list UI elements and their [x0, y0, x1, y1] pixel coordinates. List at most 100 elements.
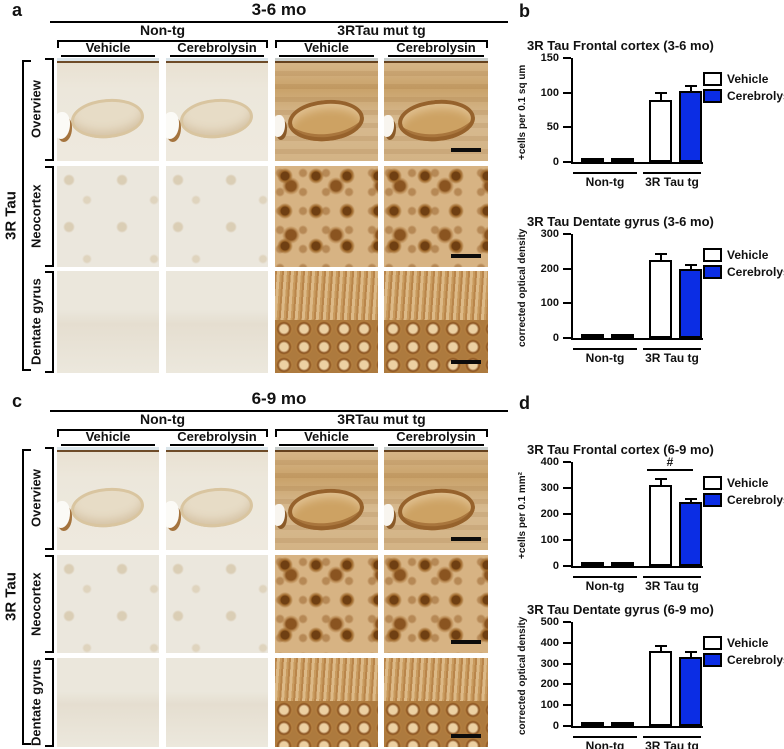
y-tick-label: 400 [540, 456, 559, 468]
x-category-tg: 3R Tau tg [643, 576, 701, 593]
bar-tg-cerebrolysin [679, 269, 702, 338]
panel-a-group-tg: 3RTau mut tg [337, 22, 426, 38]
micrograph-overview-nontg-vehicle [57, 447, 159, 550]
bar-tg-cerebrolysin [679, 502, 702, 566]
bar-nontg-cerebrolysin [611, 562, 634, 566]
y-tick-label: 400 [540, 636, 559, 649]
col-underline [279, 444, 374, 446]
x-category-nontg: Non-tg [573, 172, 637, 189]
col-underline [61, 444, 155, 446]
chart-dentate-gyrus-3-6mo: 3R Tau Dentate gyrus (3-6 mo) corrected … [515, 214, 784, 390]
y-tick [563, 57, 571, 59]
panel-a-col-cerebrolysin-1: Cerebrolysin [177, 40, 257, 55]
y-tick-label: 100 [540, 699, 559, 712]
legend-swatch-cerebrolysin [703, 89, 722, 103]
legend-swatch-vehicle [703, 636, 722, 650]
y-tick-label: 200 [540, 262, 559, 275]
legend-swatch-cerebrolysin [703, 653, 722, 667]
bar-tg-cerebrolysin [679, 91, 702, 162]
row-bracket [44, 58, 54, 161]
panel-label-d: d [519, 393, 530, 413]
panel-label-a: a [12, 0, 23, 20]
micrograph-overview-tg-vehicle [275, 447, 378, 550]
bar-nontg-cerebrolysin [611, 721, 634, 726]
col-underline [388, 55, 484, 57]
y-tick [563, 513, 571, 515]
scale-bar [451, 360, 481, 364]
panel-a-col-cerebrolysin-2: Cerebrolysin [396, 40, 476, 55]
micrograph-dentate-tg-vehicle [275, 271, 378, 373]
panel-a-side-bracket [22, 60, 32, 371]
y-tick [563, 621, 571, 623]
micrograph-overview-nontg-cerebrolysin [166, 58, 268, 161]
chart-title: 3R Tau Dentate gyrus (3-6 mo) [527, 214, 714, 229]
y-tick [563, 539, 571, 541]
bar-nontg-cerebrolysin [611, 158, 634, 162]
panel-c-title-underline [50, 410, 508, 412]
panel-a-group-nontg: Non-tg [139, 22, 186, 38]
bar-nontg-vehicle [581, 158, 604, 162]
micrograph-dentate-tg-cerebrolysin [384, 658, 488, 747]
micrograph-overview-tg-cerebrolysin [384, 447, 488, 550]
panel-c-bracket-nontg [57, 429, 268, 439]
y-tick [563, 126, 571, 129]
y-tick-label: 100 [540, 86, 559, 99]
micrograph-overview-nontg-cerebrolysin [166, 447, 268, 550]
x-category-tg: 3R Tau tg [643, 172, 701, 189]
error-bar [659, 255, 662, 261]
panel-c-col-cerebrolysin-2: Cerebrolysin [396, 429, 476, 444]
legend-entry-vehicle: Vehicle [703, 248, 784, 262]
y-tick-label: 300 [540, 228, 559, 240]
y-tick [563, 704, 571, 707]
panel-a-col-vehicle-2: Vehicle [304, 40, 349, 55]
error-bar-cap [654, 92, 667, 95]
panel-c-bracket-tg [275, 429, 488, 439]
x-category-tg: 3R Tau tg [643, 736, 701, 749]
panel-a-row-neocortex: Neocortex [28, 184, 44, 249]
y-tick [563, 91, 571, 94]
x-category-tg: 3R Tau tg [643, 348, 701, 365]
y-tick [563, 641, 571, 644]
y-tick-label: 300 [540, 657, 559, 670]
panel-c-age-title: 6-9 mo [251, 389, 307, 408]
micrograph-neocortex-nontg-cerebrolysin [166, 555, 268, 653]
row-bracket [44, 555, 54, 653]
legend-entry-cerebrolysin: Cerebrolysin [703, 265, 784, 279]
col-underline [279, 55, 374, 57]
chart-dentate-gyrus-6-9mo: 3R Tau Dentate gyrus (6-9 mo) corrected … [515, 602, 784, 749]
legend-entry-cerebrolysin: Cerebrolysin [703, 89, 784, 103]
plot-area: 0 100 200 300 400 # [541, 456, 703, 572]
legend-entry-vehicle: Vehicle [703, 476, 784, 490]
legend-entry-vehicle: Vehicle [703, 636, 784, 650]
chart-title: 3R Tau Frontal cortex (3-6 mo) [527, 38, 714, 53]
scale-bar [451, 640, 481, 644]
chart-legend: Vehicle Cerebrolysin [703, 248, 784, 282]
col-underline [170, 55, 264, 57]
panel-c-row-overview: Overview [28, 469, 44, 528]
x-category-nontg: Non-tg [573, 576, 637, 593]
chart-frontal-cortex-6-9mo: 3R Tau Frontal cortex (6-9 mo) +cells pe… [515, 442, 784, 618]
micrograph-neocortex-tg-vehicle [275, 166, 378, 267]
error-bar [659, 479, 662, 487]
chart-legend: Vehicle Cerebrolysin [703, 476, 784, 510]
col-underline [61, 55, 155, 57]
error-bar [689, 266, 692, 271]
panel-c-col-cerebrolysin-1: Cerebrolysin [177, 429, 257, 444]
plot-area: 0 100 200 300 [541, 228, 703, 344]
error-bar-cap [684, 497, 697, 500]
scale-bar [451, 148, 481, 152]
y-tick [563, 302, 571, 305]
row-bracket [44, 447, 54, 550]
x-axis: Non-tg 3R Tau tg [571, 348, 701, 380]
micrograph-dentate-nontg-cerebrolysin [166, 658, 268, 747]
y-tick-label: 300 [540, 482, 559, 494]
micrograph-neocortex-tg-vehicle [275, 555, 378, 653]
micrograph-dentate-tg-cerebrolysin [384, 271, 488, 373]
y-tick-label: 0 [552, 560, 559, 572]
significance-label: # [666, 454, 674, 469]
bar-tg-vehicle [649, 259, 672, 338]
y-axis-label: corrected optical density [517, 228, 528, 348]
x-axis: Non-tg 3R Tau tg [571, 576, 701, 608]
legend-entry-vehicle: Vehicle [703, 72, 784, 86]
x-category-nontg: Non-tg [573, 348, 637, 365]
